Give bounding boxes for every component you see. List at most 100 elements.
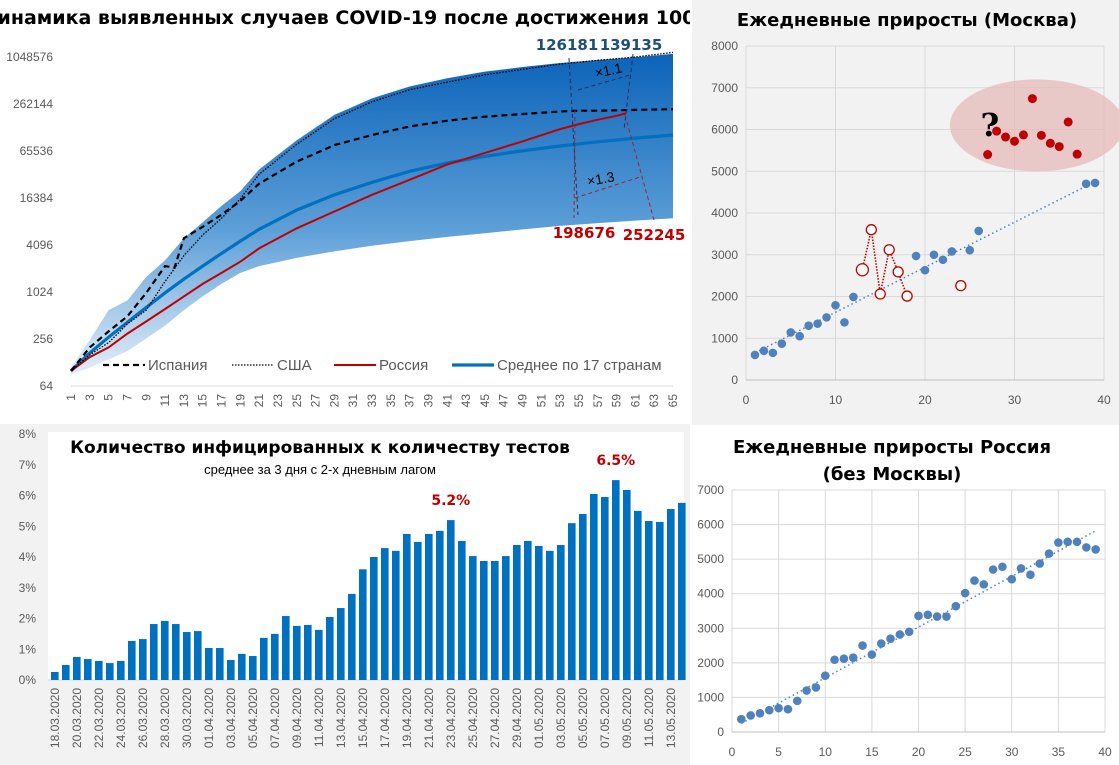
moscow-daily-panel: Ежедневные приросты (Москва) 0 1000 2000 30… [692,0,1119,425]
y-tick-label: 256 [33,332,53,346]
data-point [786,328,796,337]
x-tick-label: 24.03.2020 [114,688,128,748]
data-point [998,562,1007,572]
y-tick-label: 1% [19,642,37,656]
bar [590,493,598,680]
x-tick-label: 57 [591,394,605,408]
bar [381,548,389,680]
x-tick-label: 25.04.2020 [466,688,480,748]
x-tick-label: 17 [215,394,229,408]
bar [414,541,422,680]
data-point [942,612,951,621]
data-point [777,339,787,348]
data-point [858,641,867,650]
bar [150,624,158,680]
bar [458,541,466,680]
outlier-point [955,279,967,292]
data-point [886,634,895,643]
chart-title-line2: (без Москвы) [823,464,962,485]
data-point [904,627,914,637]
x-tick-label: 11 [158,394,172,407]
data-point [820,671,830,680]
data-point [750,350,760,360]
x-tick-label: 0 [743,393,750,407]
series-line-2 [70,112,627,372]
data-point [920,265,930,275]
data-point [830,655,839,665]
bar [183,632,191,680]
y-tick-label: 64 [40,379,54,393]
y-tick-label: 1000 [697,690,724,704]
data-point [867,650,877,659]
bar [260,637,268,680]
chart-title-line1: Ежедневные приросты Россия [733,437,1051,458]
bar [568,523,576,680]
y-tick-label: 1048576 [6,50,53,64]
x-tick-label: 51 [534,394,548,408]
x-tick-label: 35 [384,394,398,408]
bar [161,620,169,680]
x-tick-label: 9 [139,394,153,401]
x-tick-label: 10 [819,745,833,759]
x-tick-label: 63 [647,394,661,408]
bar [667,509,675,680]
x-tick-label: 11.04.2020 [312,688,326,747]
y-tick-label: 6000 [711,123,738,137]
data-point [876,639,886,648]
data-point [979,580,989,589]
bar [205,648,213,680]
x-tick-label: 09.05.2020 [620,688,634,748]
x-tick-label: 65 [666,394,680,408]
bar [348,593,356,680]
positive-ratio-panel: Количество инфицированных к количеству т… [0,424,690,765]
x-tick-label: 13 [177,394,191,408]
bar [425,533,433,680]
data-point [932,612,942,621]
x-tick-label: 27 [309,394,323,408]
x-tick-label: 19.04.2020 [400,688,414,748]
bar [227,660,235,680]
data-point [1072,537,1082,547]
bar [139,639,147,680]
data-point [1044,549,1054,558]
bar [370,557,378,680]
y-tick-label: 3% [19,581,37,595]
data-point [1063,537,1072,547]
x-tick-label: 26.03.2020 [136,688,150,748]
y-tick-label: 2000 [711,290,738,304]
x-tick-label: 30 [1008,393,1022,407]
bar [513,545,521,680]
data-point [1007,574,1017,584]
data-point [848,653,858,662]
outlier-point [865,224,877,236]
x-tick-label: 31 [346,394,360,408]
x-tick-label: 61 [628,394,642,408]
cluster-point [983,150,993,160]
data-point [911,251,921,261]
bar [579,513,587,680]
data-point [831,300,840,310]
y-tick-label: 1024 [26,285,53,299]
y-tick-label: 2000 [697,656,724,670]
bar [282,616,290,680]
data-point [1035,559,1045,568]
bar [271,633,279,680]
x-tick-label: 09.04.2020 [290,688,304,748]
y-tick-label: 3000 [697,621,724,635]
data-point [804,321,813,331]
russia-daily-panel: Ежедневные приросты Россия (без Москвы) … [690,427,1119,765]
data-point [802,686,811,695]
x-tick-label: 29.04.2020 [510,688,524,748]
y-tick-label: 6000 [697,518,724,532]
x-tick-label: 20 [912,745,926,759]
data-point [1026,570,1035,579]
russia-daily-chart: Ежедневные приросты Россия (без Москвы) … [697,437,1112,759]
data-point [746,711,755,720]
x-tick-label: 37 [403,394,417,408]
x-tick-label: 25 [958,745,972,759]
bar [117,660,125,680]
data-point [938,255,948,265]
data-point [951,601,961,611]
bar [645,521,653,680]
data-point [947,247,957,256]
